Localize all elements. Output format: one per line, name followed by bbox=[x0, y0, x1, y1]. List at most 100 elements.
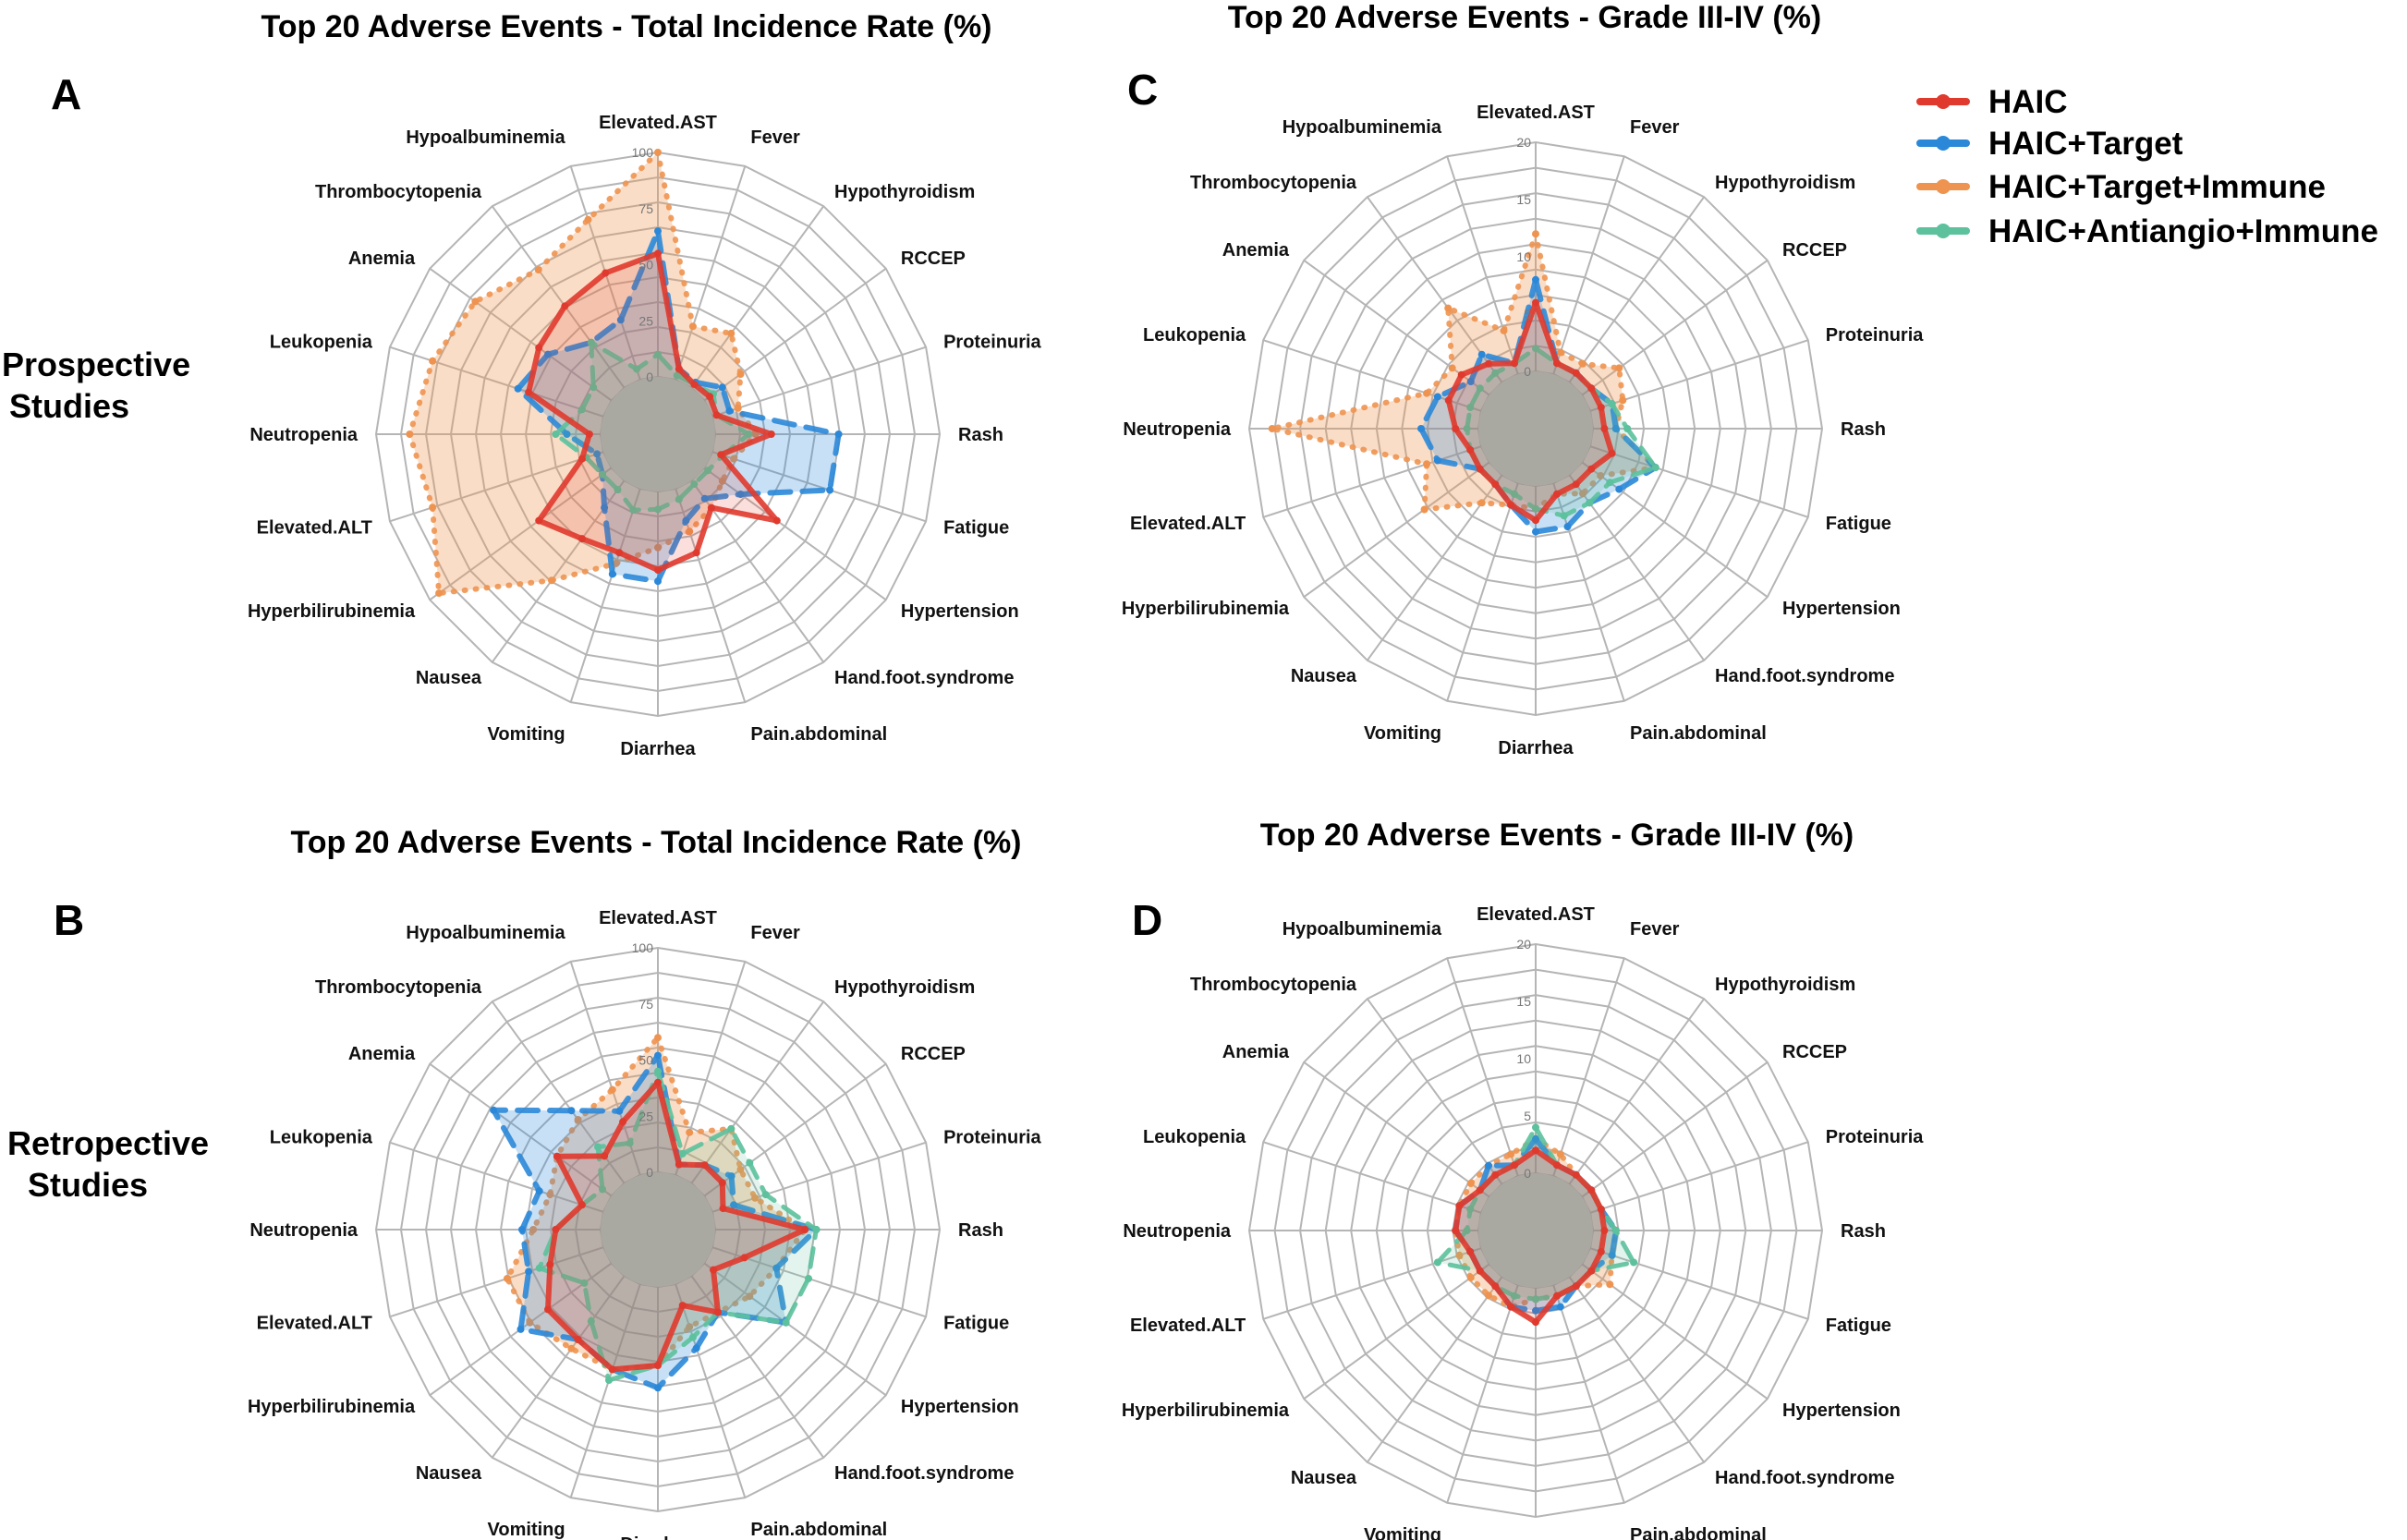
point-b-haic-target-immune-rccep bbox=[736, 1166, 745, 1173]
point-c-haic-target-immune-hypoalbuminemia bbox=[1500, 326, 1508, 334]
spoke-d-hand-foot-syndrome bbox=[1568, 1276, 1706, 1463]
axis-label-c-diarrhea: Diarrhea bbox=[1498, 738, 1574, 758]
axis-label-b-pain-abdominal: Pain.abdominal bbox=[750, 1520, 887, 1540]
spoke-d-rccep bbox=[1581, 1061, 1769, 1198]
point-b-haic-antiangio-immune-rccep bbox=[746, 1158, 754, 1167]
axis-label-a-pain-abdominal: Pain.abdominal bbox=[750, 724, 887, 745]
point-b-haic-neutropenia bbox=[552, 1226, 560, 1233]
point-d-haic-antiangio-immune-diarrhea bbox=[1532, 1295, 1539, 1304]
point-c-haic-leukopenia bbox=[1444, 396, 1453, 405]
point-a-haic-target-immune-proteinuria bbox=[734, 404, 742, 412]
point-d-haic-neutropenia bbox=[1452, 1227, 1460, 1234]
radar-panel-c: 0 5 10 15 20 Elevated.AST Fever Hypothyroidism R… bbox=[1122, 103, 1924, 758]
tick-label-a-0: 0 bbox=[646, 370, 653, 384]
axis-label-a-rccep: RCCEP bbox=[901, 249, 966, 269]
point-b-haic-antiangio-immune-anemia bbox=[599, 1185, 606, 1194]
point-c-haic-target-immune-elevated-alt bbox=[1423, 460, 1431, 468]
point-b-haic-antiangio-immune-nausea bbox=[587, 1317, 595, 1326]
axis-label-c-nausea: Nausea bbox=[1291, 666, 1357, 686]
row-label-prospective-line2: Studies bbox=[9, 387, 129, 425]
point-b-haic-target-anemia bbox=[490, 1106, 498, 1114]
axis-label-b-nausea: Nausea bbox=[416, 1463, 482, 1484]
spoke-c-nausea bbox=[1366, 474, 1503, 661]
point-c-haic-elevated-alt bbox=[1466, 446, 1475, 454]
spoke-d-pain-abdominal bbox=[1552, 1284, 1625, 1504]
spoke-c-elevated-alt bbox=[1262, 445, 1482, 518]
radar-panel-b: 0 25 50 75 100 Elevated.AST Fever Hypothyroidis… bbox=[248, 908, 1042, 1540]
spoke-a-hypothyroidism bbox=[690, 205, 825, 389]
axis-label-c-neutropenia: Neutropenia bbox=[1123, 419, 1232, 440]
point-b-haic-fatigue bbox=[740, 1254, 748, 1262]
point-d-haic-antiangio-immune-leukopenia bbox=[1466, 1206, 1475, 1213]
point-b-haic-target-diarrhea bbox=[654, 1384, 662, 1392]
axis-label-c-leukopenia: Leukopenia bbox=[1143, 325, 1246, 346]
point-c-haic-fatigue bbox=[1608, 449, 1616, 457]
tick-label-b-0: 0 bbox=[646, 1165, 653, 1180]
point-d-haic-anemia bbox=[1476, 1186, 1484, 1194]
axis-label-d-neutropenia: Neutropenia bbox=[1123, 1221, 1232, 1242]
row-label-retrospective-line1: Retropective bbox=[7, 1124, 209, 1162]
axis-label-d-nausea: Nausea bbox=[1291, 1468, 1357, 1488]
spoke-b-hand-foot-syndrome bbox=[690, 1275, 825, 1459]
point-b-haic-target-immune-elevated-alt bbox=[504, 1275, 511, 1282]
point-b-haic-antiangio-immune-pain-abdominal bbox=[688, 1333, 697, 1341]
point-a-haic-target-rccep bbox=[718, 383, 726, 392]
point-d-haic-antiangio-immune-fatigue bbox=[1630, 1258, 1638, 1267]
point-d-haic-diarrhea bbox=[1532, 1318, 1539, 1327]
point-b-haic-anemia bbox=[553, 1152, 561, 1160]
point-a-haic-elevated-ast bbox=[654, 249, 662, 258]
point-c-haic-antiangio-immune-leukopenia bbox=[1466, 404, 1475, 411]
axis-label-a-hyperbilirubinemia: Hyperbilirubinemia bbox=[248, 601, 416, 622]
point-c-haic-antiangio-immune-anemia bbox=[1476, 384, 1484, 393]
point-c-haic-target-immune-hyperbilirubinemia bbox=[1420, 505, 1428, 514]
point-c-haic-rash bbox=[1600, 425, 1609, 432]
point-a-haic-hyperbilirubinemia bbox=[535, 516, 543, 525]
tick-label-b-100: 100 bbox=[632, 940, 654, 955]
tick-label-a-100: 100 bbox=[632, 145, 654, 160]
point-d-haic-target-fatigue bbox=[1608, 1251, 1616, 1259]
point-c-haic-antiangio-immune-vomiting bbox=[1511, 490, 1518, 498]
axis-label-a-hypertension: Hypertension bbox=[901, 601, 1019, 622]
point-d-haic-antiangio-immune-elevated-ast bbox=[1532, 1123, 1539, 1132]
point-a-haic-fever bbox=[675, 365, 683, 373]
point-d-haic-antiangio-immune-vomiting bbox=[1511, 1291, 1518, 1300]
spoke-d-nausea bbox=[1366, 1276, 1503, 1463]
point-b-haic-antiangio-immune-thrombocytopenia bbox=[594, 1143, 602, 1151]
point-d-haic-hypoalbuminemia bbox=[1511, 1161, 1518, 1170]
spoke-c-proteinuria bbox=[1589, 339, 1809, 412]
axis-label-c-elevated-ast: Elevated.AST bbox=[1477, 103, 1595, 123]
axis-label-d-hypertension: Hypertension bbox=[1782, 1401, 1901, 1421]
tick-label-d-15: 15 bbox=[1516, 994, 1531, 1009]
point-b-haic-diarrhea bbox=[654, 1362, 662, 1369]
point-a-haic-target-immune-anemia bbox=[471, 297, 480, 306]
legend-item-haic: HAIC bbox=[1916, 84, 2068, 120]
spoke-c-vomiting bbox=[1446, 482, 1519, 702]
point-b-haic-hypertension bbox=[710, 1266, 717, 1274]
point-a-haic-thrombocytopenia bbox=[561, 302, 569, 310]
point-c-haic-hyperbilirubinemia bbox=[1476, 465, 1484, 473]
spoke-b-elevated-alt bbox=[389, 1246, 604, 1318]
spoke-c-hypoalbuminemia bbox=[1446, 155, 1519, 375]
point-b-haic-target-immune-thrombocytopenia bbox=[574, 1116, 582, 1123]
axis-label-c-anemia: Anemia bbox=[1222, 240, 1290, 261]
axis-label-b-leukopenia: Leukopenia bbox=[270, 1128, 373, 1148]
point-d-haic-target-immune-elevated-alt bbox=[1455, 1251, 1464, 1259]
spoke-c-thrombocytopenia bbox=[1366, 196, 1503, 383]
axis-label-a-hand-foot-syndrome: Hand.foot.syndrome bbox=[834, 668, 1014, 688]
point-d-haic-leukopenia bbox=[1455, 1202, 1464, 1210]
point-b-haic-nausea bbox=[574, 1336, 582, 1343]
point-a-haic-target-elevated-ast bbox=[654, 227, 662, 236]
axis-label-c-rccep: RCCEP bbox=[1782, 240, 1847, 261]
spoke-a-fatigue bbox=[711, 451, 927, 523]
point-c-haic-neutropenia bbox=[1452, 425, 1460, 432]
axis-label-d-hyperbilirubinemia: Hyperbilirubinemia bbox=[1122, 1401, 1290, 1421]
tick-label-a-50: 50 bbox=[638, 258, 653, 273]
point-c-haic-antiangio-immune-diarrhea bbox=[1532, 504, 1539, 513]
point-c-haic-target-elevated-alt bbox=[1433, 456, 1441, 465]
point-b-haic-target-leukopenia bbox=[535, 1187, 543, 1195]
legend: HAIC HAIC+Target HAIC+Target+Immune HAIC… bbox=[1916, 84, 2378, 249]
point-d-haic-rash bbox=[1600, 1227, 1609, 1234]
point-a-haic-vomiting bbox=[615, 549, 624, 557]
point-a-haic-target-immune-neutropenia bbox=[406, 430, 414, 438]
point-a-haic-hypothyroidism bbox=[690, 380, 699, 388]
